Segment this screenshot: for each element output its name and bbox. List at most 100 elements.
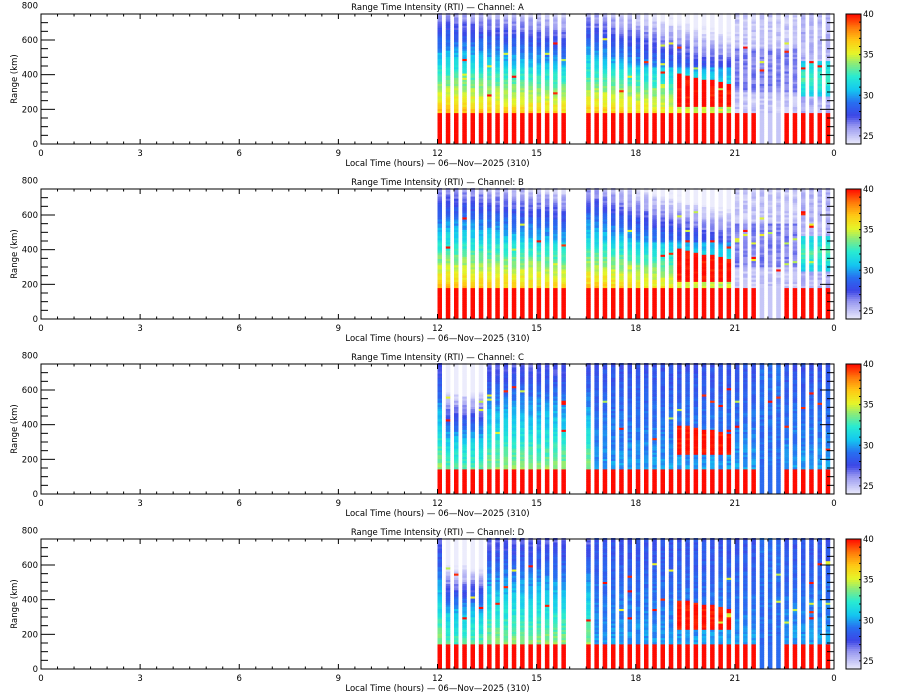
rti-cell [685, 117, 690, 120]
rti-cell [553, 100, 558, 103]
rti-cell [652, 117, 657, 120]
rti-cell [487, 192, 492, 195]
rti-cell [511, 23, 517, 26]
rti-cell [487, 62, 492, 66]
rti-cell [454, 58, 459, 62]
rti-cell [660, 248, 665, 251]
rti-cell [520, 40, 525, 43]
rti-cell [495, 129, 500, 132]
rti-cell [784, 81, 789, 84]
rti-cell [611, 25, 616, 28]
rti-cell [767, 25, 773, 28]
rti-cell [487, 221, 492, 224]
rti-cell [619, 94, 624, 97]
rti-cell [487, 287, 492, 291]
rti-cell [710, 21, 715, 24]
rti-cell [520, 19, 525, 22]
rti-cell [586, 292, 591, 295]
rti-cell [817, 71, 822, 74]
rti-cell [743, 137, 748, 141]
rti-cell [759, 69, 765, 72]
rti-cell [437, 296, 442, 299]
y-tick-label: 0 [33, 140, 38, 150]
rti-cell [817, 77, 822, 80]
rti-cell [586, 242, 591, 245]
rti-cell [677, 98, 682, 101]
rti-cell [611, 29, 616, 32]
rti-cell [511, 300, 517, 303]
rti-cell [701, 31, 707, 35]
rti-cell [652, 46, 657, 49]
rti-cell [495, 223, 500, 226]
rti-cell [825, 37, 831, 41]
rti-cell [710, 69, 715, 72]
rti-cell [462, 127, 467, 130]
rti-cell [660, 77, 665, 80]
rti-cell [759, 33, 765, 37]
rti-cell [668, 27, 674, 30]
rti-cell [619, 139, 624, 143]
rti-cell [619, 269, 624, 272]
rti-cell [619, 65, 624, 68]
rti-cell [792, 50, 798, 53]
rti-cell [677, 198, 682, 201]
rti-cell [635, 21, 641, 24]
rti-cell [677, 316, 682, 320]
rti-cell [677, 208, 682, 212]
rti-cell [544, 304, 550, 307]
rti-cell [511, 285, 517, 289]
rti-cell [487, 190, 492, 193]
rti-profile [710, 13, 715, 145]
rti-cell [677, 92, 682, 95]
rti-cell [586, 260, 591, 264]
rti-cell [487, 304, 492, 307]
rti-cell [710, 131, 715, 134]
rti-cell [652, 25, 657, 28]
rti-cell [520, 112, 525, 116]
rti-cell [726, 106, 732, 109]
rti-cell [792, 92, 798, 95]
rti-cell [652, 196, 657, 199]
rti-cell [503, 65, 509, 68]
rti-cell [652, 225, 657, 228]
rti-cell [644, 54, 649, 57]
rti-cell [677, 27, 682, 30]
rti-cell [470, 246, 475, 249]
rti-cell [561, 23, 566, 26]
rti-cell [635, 210, 641, 214]
rti-cell [644, 117, 649, 120]
rti-cell [627, 15, 632, 18]
rti-cell [627, 262, 632, 266]
rti-cell [644, 121, 649, 124]
rti-cell [817, 67, 822, 70]
rti-cell [718, 19, 723, 22]
rti-cell [503, 119, 509, 122]
rti-cell [553, 106, 558, 109]
rti-cell [668, 314, 674, 318]
rti-cell [478, 60, 484, 64]
rti-cell [602, 287, 608, 291]
rti-cell [602, 310, 608, 314]
rti-cell [602, 316, 608, 320]
rti-cell [734, 60, 740, 64]
rti-cell [801, 81, 806, 84]
rti-cell [487, 19, 492, 22]
rti-cell [520, 252, 525, 255]
rti-cell [561, 129, 566, 132]
rti-cell [586, 250, 591, 253]
rti-cell [528, 27, 533, 30]
rti-cell [677, 200, 682, 203]
rti-cell [503, 71, 509, 74]
rti-cell [520, 127, 525, 130]
rti-cell [635, 89, 641, 93]
rti-cell [627, 77, 632, 80]
rti-cell [726, 19, 732, 22]
rti-cell [470, 58, 475, 62]
rti-cell [528, 267, 533, 270]
rti-cell [677, 117, 682, 120]
rti-cell [635, 87, 641, 91]
rti-cell [478, 231, 484, 234]
rti-cell [726, 123, 732, 126]
rti-cell [520, 117, 525, 120]
rti-cell [454, 204, 459, 207]
